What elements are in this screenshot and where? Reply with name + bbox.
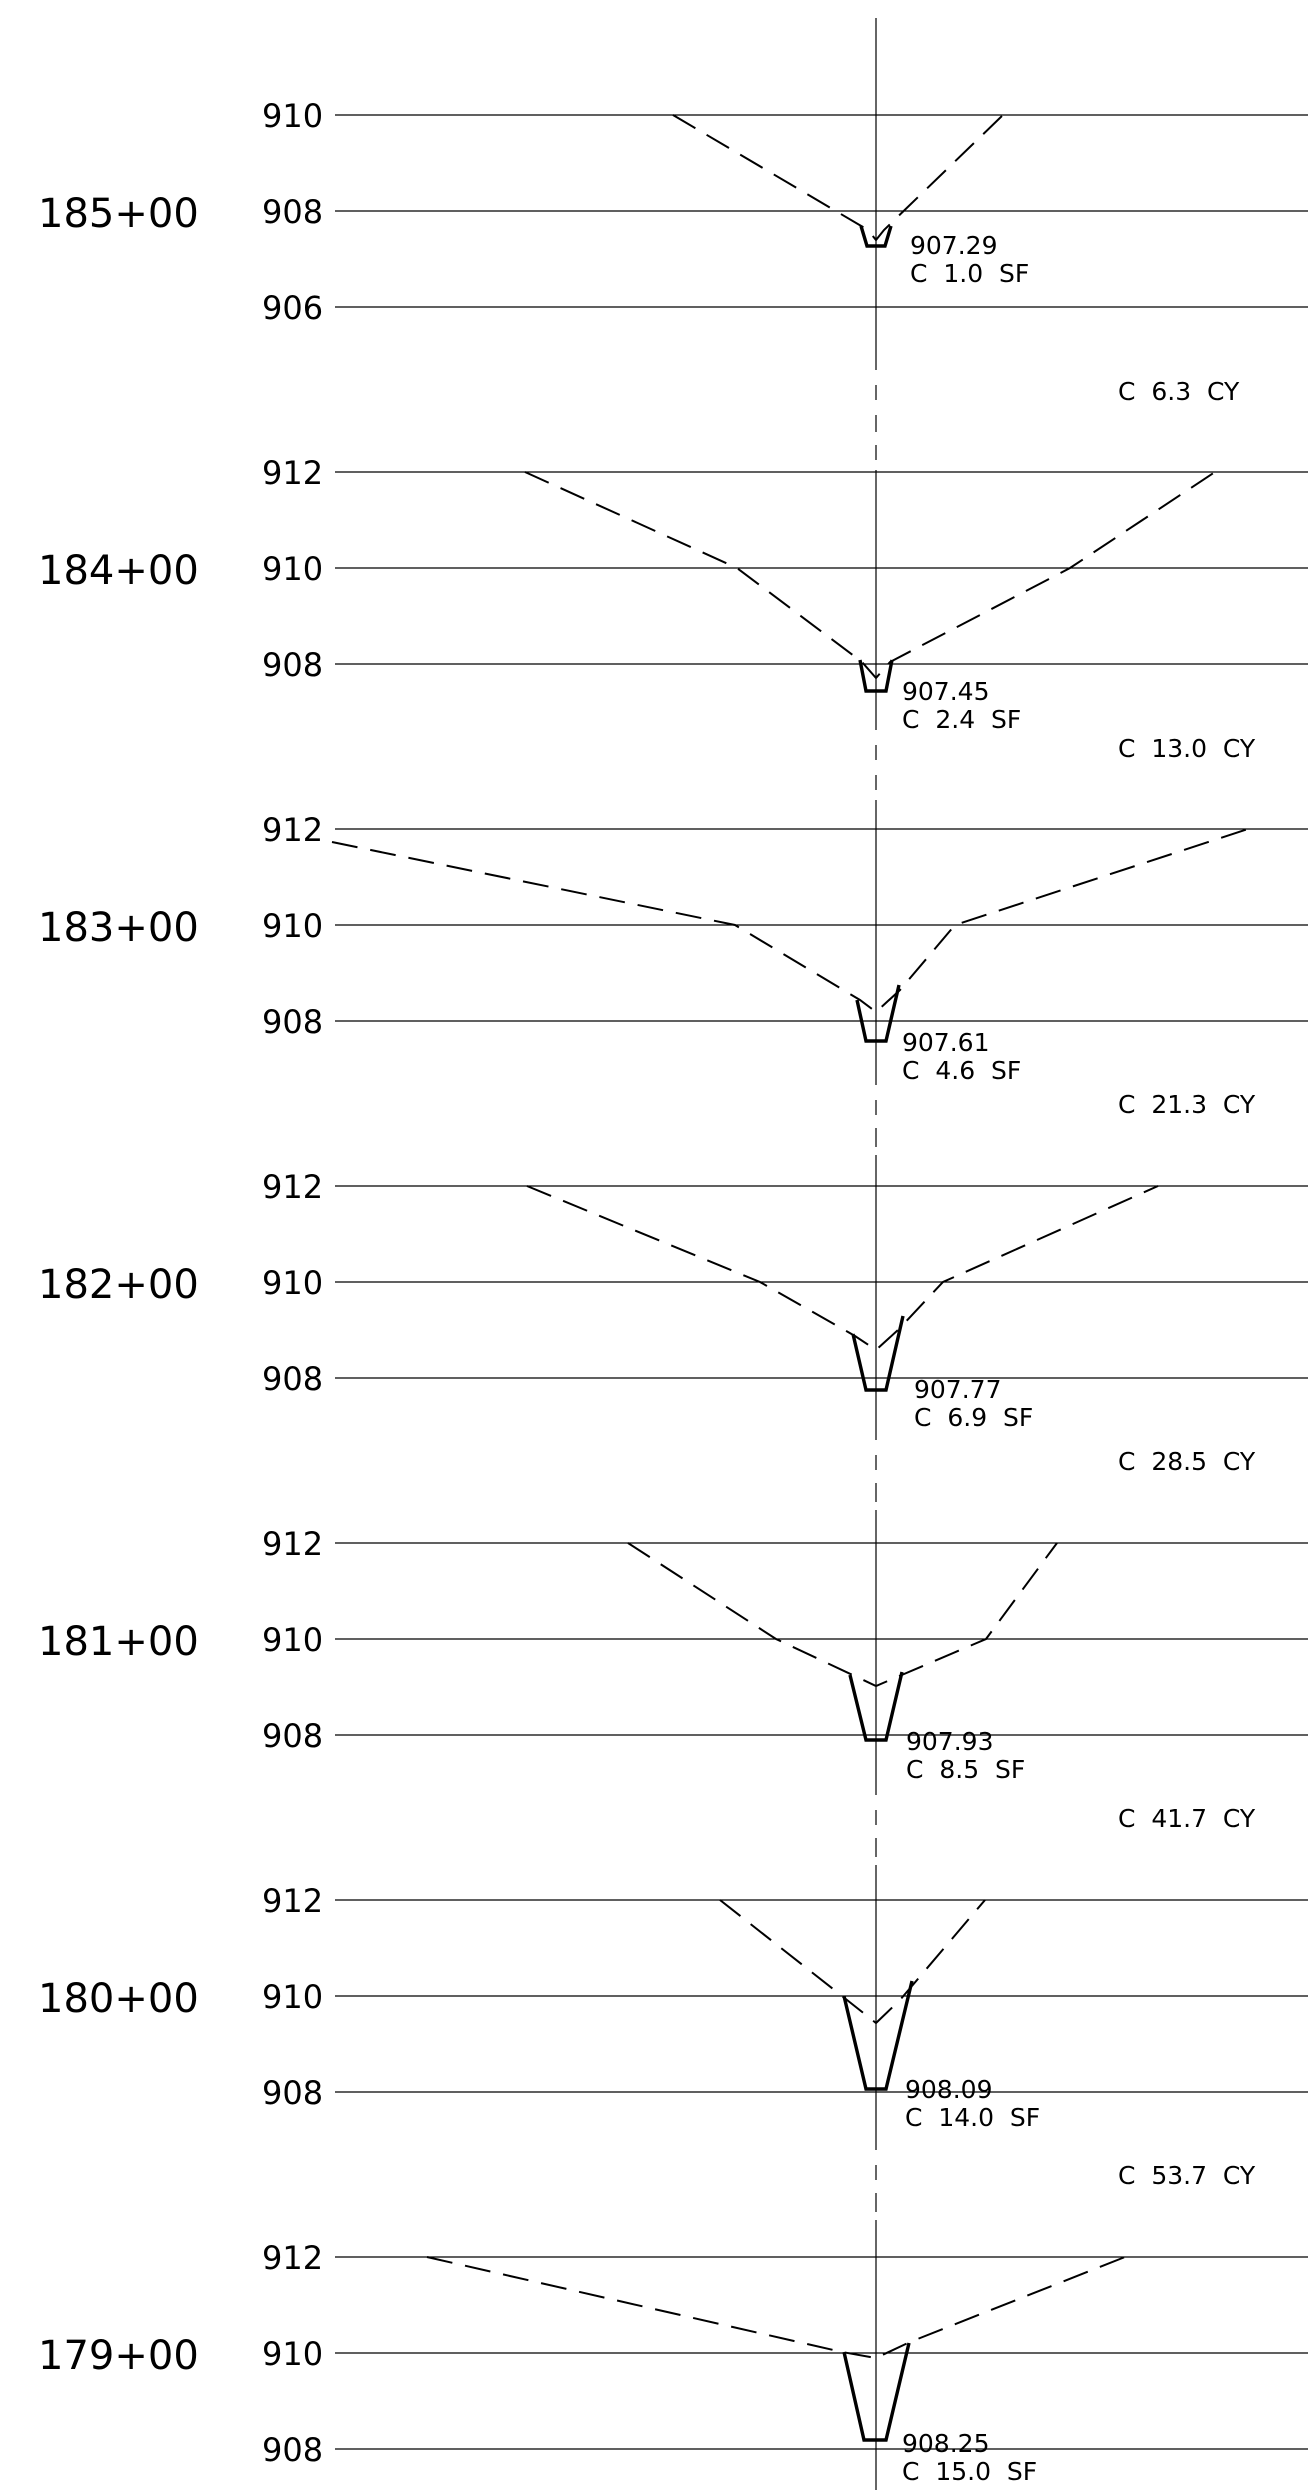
proposed-ditch <box>848 1671 904 1742</box>
elev-label: 910 <box>262 907 323 945</box>
elev-label: 906 <box>262 289 323 327</box>
cut-volume: C 41.7 CY <box>1118 1804 1256 1833</box>
cut-area: C 15.0 SF <box>902 2457 1037 2486</box>
station-label: 181+00 <box>38 1619 199 1665</box>
invert-elevation: 907.93 <box>906 1727 993 1756</box>
existing-ground-line <box>526 1185 1159 1352</box>
cut-area: C 8.5 SF <box>906 1755 1025 1784</box>
cut-area: C 14.0 SF <box>905 2103 1040 2132</box>
elev-label: 910 <box>262 97 323 135</box>
invert-elevation: 908.25 <box>902 2429 989 2458</box>
elev-label: 908 <box>262 193 323 231</box>
cut-area: C 6.9 SF <box>914 1403 1033 1432</box>
proposed-ditch <box>859 225 893 248</box>
elev-label: 908 <box>262 646 323 684</box>
elev-label: 908 <box>262 1717 323 1755</box>
section-184-00: 184+00 912 910 908 907.45 C 2.4 SF C 13.… <box>38 454 1308 763</box>
proposed-ditch <box>855 984 901 1043</box>
cut-volume: C 53.7 CY <box>1118 2161 1256 2190</box>
section-185-00: 185+00 910 908 906 907.29 C 1.0 SF C 6.3… <box>38 97 1308 406</box>
existing-ground-line <box>331 828 1249 1014</box>
elev-label: 912 <box>262 454 323 492</box>
proposed-ditch <box>858 659 894 693</box>
invert-elevation: 907.29 <box>910 231 997 260</box>
elev-label: 908 <box>262 2074 323 2112</box>
station-label: 179+00 <box>38 2333 199 2379</box>
existing-ground-line <box>426 2256 1126 2360</box>
cut-volume: C 13.0 CY <box>1118 734 1256 763</box>
elev-label: 910 <box>262 1264 323 1302</box>
station-label: 185+00 <box>38 191 199 237</box>
existing-ground-line <box>627 1542 1058 1688</box>
section-183-00: 183+00 912 910 908 907.61 C 4.6 SF C 21.… <box>38 811 1308 1119</box>
station-label: 184+00 <box>38 548 199 594</box>
elev-label: 908 <box>262 2431 323 2469</box>
cut-volume: C 21.3 CY <box>1118 1090 1256 1119</box>
elev-label: 912 <box>262 2239 323 2277</box>
elev-label: 908 <box>262 1360 323 1398</box>
elev-label: 912 <box>262 1525 323 1563</box>
cut-volume: C 6.3 CY <box>1118 377 1240 406</box>
station-label: 183+00 <box>38 905 199 951</box>
existing-ground-line <box>524 471 1216 680</box>
invert-elevation: 907.77 <box>914 1375 1001 1404</box>
cut-area: C 1.0 SF <box>910 259 1029 288</box>
cut-volume: C 28.5 CY <box>1118 1447 1256 1476</box>
elev-label: 912 <box>262 811 323 849</box>
existing-ground-line <box>719 1899 986 2025</box>
invert-elevation: 908.09 <box>905 2075 992 2104</box>
elev-label: 910 <box>262 550 323 588</box>
station-label: 180+00 <box>38 1976 199 2022</box>
elev-label: 912 <box>262 1168 323 1206</box>
invert-elevation: 907.61 <box>902 1028 989 1057</box>
station-label: 182+00 <box>38 1262 199 1308</box>
elev-label: 910 <box>262 2335 323 2373</box>
proposed-ditch <box>842 2342 911 2442</box>
proposed-ditch <box>851 1315 905 1392</box>
section-180-00: 180+00 912 910 908 908.09 C 14.0 SF C 53… <box>38 1882 1308 2190</box>
elev-label: 912 <box>262 1882 323 1920</box>
invert-elevation: 907.45 <box>902 677 989 706</box>
section-181-00: 181+00 912 910 908 907.93 C 8.5 SF C 41.… <box>38 1525 1308 1833</box>
section-179-00: 179+00 912 910 908 908.25 C 15.0 SF <box>38 2239 1308 2486</box>
elev-label: 908 <box>262 1003 323 1041</box>
elev-label: 910 <box>262 1978 323 2016</box>
proposed-ditch <box>842 1980 914 2091</box>
cut-area: C 4.6 SF <box>902 1056 1021 1085</box>
existing-ground-line <box>672 114 1004 242</box>
elev-label: 910 <box>262 1621 323 1659</box>
section-182-00: 182+00 912 910 908 907.77 C 6.9 SF C 28.… <box>38 1168 1308 1476</box>
cut-area: C 2.4 SF <box>902 705 1021 734</box>
